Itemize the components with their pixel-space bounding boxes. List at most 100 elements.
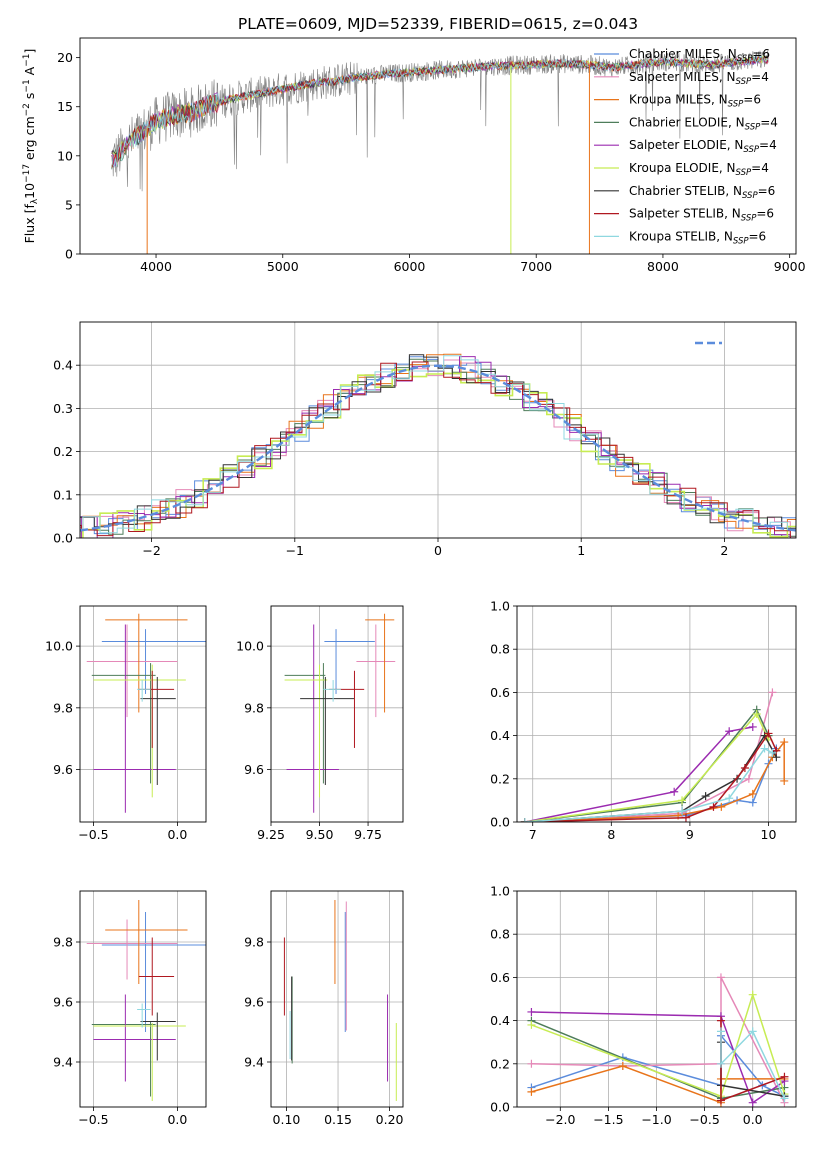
weight-marker-kroupa_stelib <box>780 1094 789 1103</box>
axes-frame <box>270 890 404 1108</box>
weight-marker-kroupa_miles <box>527 1087 536 1096</box>
y-tick-label: 0.2 <box>490 771 510 786</box>
weight-marker-kroupa_miles <box>780 738 789 747</box>
x-tick-label: 4000 <box>140 259 172 274</box>
weight-marker-kroupa_elodie <box>678 796 687 805</box>
y-tick-label: 10 <box>57 148 73 163</box>
weight-marker-salpeter_stelib <box>716 1096 725 1105</box>
model-spectrum-salpeter_stelib <box>111 56 769 168</box>
weight-marker-kroupa_miles <box>618 1061 627 1070</box>
weight-marker-salpeter_miles <box>527 1059 536 1068</box>
legend-entry-label: Salpeter STELIB, NSSP=6 <box>629 207 774 224</box>
legend-entry-label: Kroupa STELIB, NSSP=6 <box>629 229 766 246</box>
x-tick-label: 2 <box>720 543 728 558</box>
weight-marker-kroupa_miles <box>780 776 789 785</box>
legend-entry-label: Kroupa MILES, NSSP=6 <box>629 93 761 110</box>
y-tick-label: 9.6 <box>244 995 264 1010</box>
y-tick-label: 9.8 <box>244 700 264 715</box>
x-tick-label: 1 <box>577 543 585 558</box>
weight-marker-salpeter_stelib <box>740 764 749 772</box>
y-tick-label: 0.4 <box>490 728 510 743</box>
legend-entry-label: Chabrier ELODIE, NSSP=4 <box>629 115 778 132</box>
weight-marker-salpeter_stelib <box>681 813 690 822</box>
figure-title: PLATE=0609, MJD=52339, FIBERID=0615, z=0… <box>238 15 638 33</box>
legend-entry-label: Chabrier MILES, NSSP=6 <box>629 47 770 64</box>
y-tick-label: 9.6 <box>53 762 73 777</box>
weight-marker-kroupa_stelib <box>678 807 687 816</box>
x-tick-label: 10 <box>761 827 777 842</box>
x-tick-label: −0.5 <box>78 1112 108 1127</box>
x-tick-label: 9.75 <box>354 827 382 842</box>
x-tick-label: −1.0 <box>641 1112 671 1127</box>
weight-line-kroupa_stelib <box>720 1030 786 1099</box>
weight-marker-kroupa_stelib <box>520 818 529 822</box>
age-vs-mass-panel: 9.25 9.50 9.75 9.6 9.8 10.0 <box>236 605 404 842</box>
model-spectrum-kroupa_stelib <box>111 55 769 169</box>
y-tick-label: 0.2 <box>53 444 73 459</box>
weight-marker-kroupa_miles <box>717 802 726 811</box>
weight-vs-metallicity-panel: −2.0 −1.5 −1.0 −0.5 0.0 0.0 0.2 0.4 0.6 0.8 1.0 <box>490 884 797 1127</box>
spectrum-panel: 4000 5000 6000 7000 8000 9000 0 5 10 15 20 Chabrier… <box>22 37 806 274</box>
x-tick-label: 0.20 <box>376 1112 404 1127</box>
weight-marker-salpeter_elodie <box>748 722 757 731</box>
weight-marker-kroupa_stelib <box>716 1027 725 1036</box>
y-tick-label: 0.0 <box>490 1100 510 1115</box>
weight-marker-kroupa_elodie <box>748 990 757 999</box>
axes-frame <box>516 605 797 823</box>
histogram-kroupa_stelib <box>80 355 796 534</box>
weight-marker-kroupa_stelib <box>768 748 777 757</box>
weight-marker-salpeter_miles <box>716 973 725 982</box>
x-tick-label: 5000 <box>267 259 299 274</box>
weight-marker-chabrier_stelib <box>701 792 710 801</box>
normal-distribution-curve <box>80 364 796 532</box>
x-tick-label: −1.5 <box>593 1112 623 1127</box>
weight-line-salpeter_elodie <box>524 726 753 822</box>
y-tick-label: 15 <box>57 99 73 114</box>
weight-marker-salpeter_elodie <box>527 1007 536 1016</box>
y-axis-label: Flux [fλ10−17 erg cm−2 s−1 A−1] <box>22 49 40 244</box>
weight-line-salpeter_elodie <box>531 1011 785 1104</box>
weight-marker-salpeter_stelib <box>709 802 718 811</box>
y-tick-label: 9.4 <box>53 1055 73 1070</box>
y-tick-label: 20 <box>57 50 73 65</box>
weight-marker-kroupa_stelib <box>760 744 769 753</box>
legend-entry-label: Salpeter ELODIE, NSSP=4 <box>629 138 777 155</box>
y-tick-label: 0.1 <box>53 487 73 502</box>
plot-area <box>111 50 769 254</box>
x-tick-label: −0.5 <box>78 827 108 842</box>
x-tick-label: 8 <box>607 827 615 842</box>
y-tick-label: 0.2 <box>490 1056 510 1071</box>
legend-entry-label: Salpeter MILES, NSSP=4 <box>629 70 769 87</box>
weight-marker-salpeter_miles <box>744 774 753 783</box>
x-tick-label: 9.25 <box>257 827 285 842</box>
x-tick-label: 7000 <box>520 259 552 274</box>
axes-frame <box>270 605 404 823</box>
axes-frame <box>79 37 797 255</box>
residuals-panel: −2 −1 0 1 2 0.0 0.1 0.2 0.3 0.4 <box>53 321 797 558</box>
weight-marker-kroupa_miles <box>748 789 757 798</box>
y-tick-label: 0.4 <box>490 1013 510 1028</box>
weight-marker-kroupa_stelib <box>716 1059 725 1068</box>
y-tick-label: 0.0 <box>490 815 510 830</box>
y-tick-label: 0.4 <box>53 358 73 373</box>
y-tick-label: 10.0 <box>45 639 73 654</box>
plot-area <box>80 891 206 1107</box>
y-tick-label: 0.0 <box>53 531 73 546</box>
y-tick-label: 0.8 <box>490 642 510 657</box>
plot-area <box>80 322 796 538</box>
y-tick-label: 9.6 <box>244 762 264 777</box>
x-tick-label: 0.0 <box>167 1112 187 1127</box>
x-tick-label: 6000 <box>394 259 426 274</box>
y-tick-label: 9.8 <box>53 700 73 715</box>
age-vs-metallicity-panel: −0.5 0.0 9.6 9.8 10.0 <box>45 605 207 842</box>
y-tick-label: 9.6 <box>53 995 73 1010</box>
y-tick-label: 5 <box>65 197 73 212</box>
y-tick-label: 0.6 <box>490 685 510 700</box>
weight-marker-kroupa_stelib <box>725 794 734 803</box>
x-tick-label: 0.10 <box>273 1112 301 1127</box>
y-tick-label: 0.6 <box>490 970 510 985</box>
y-tick-label: 1.0 <box>490 599 510 614</box>
plot-area <box>271 606 403 822</box>
weight-marker-salpeter_stelib <box>716 1016 725 1025</box>
